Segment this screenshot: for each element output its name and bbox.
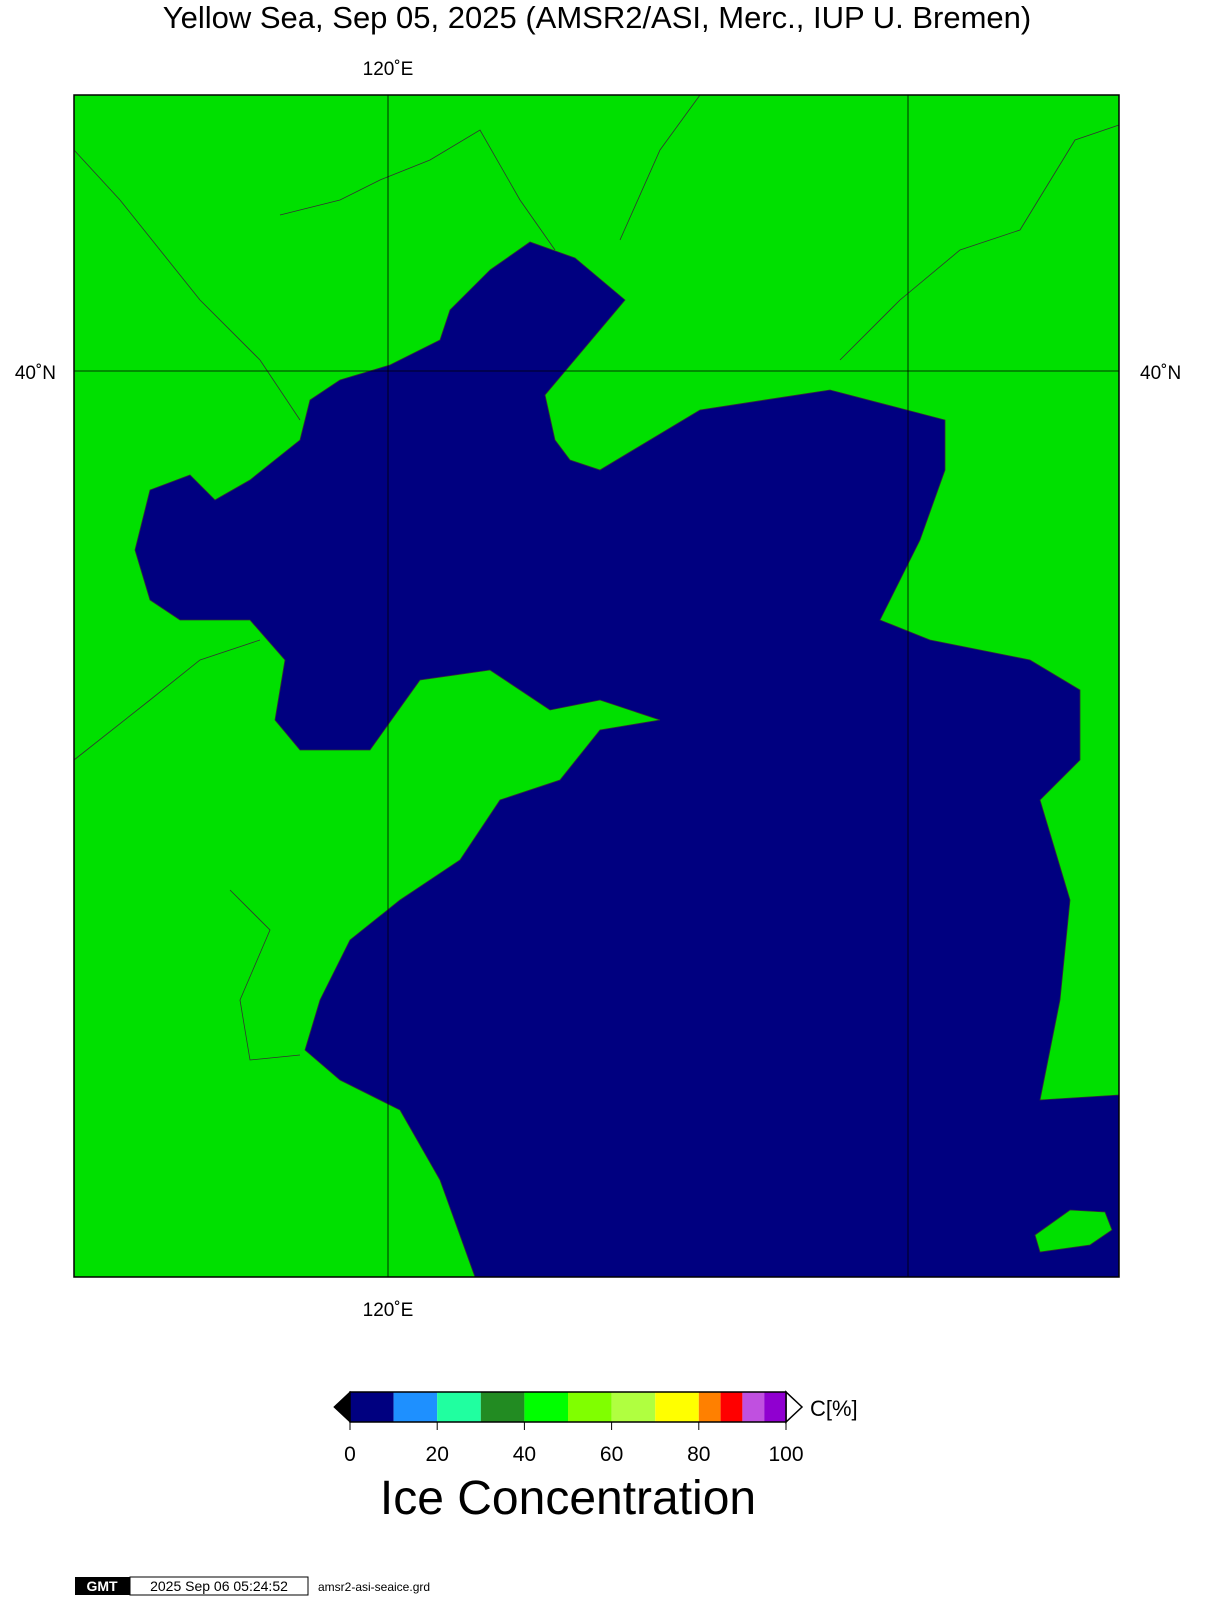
tick-label: 60 bbox=[600, 1443, 623, 1466]
colorbar-label: Ice Concentration bbox=[380, 1472, 756, 1525]
color-bin bbox=[742, 1392, 765, 1422]
color-bin bbox=[524, 1392, 568, 1422]
logo-box bbox=[75, 1577, 130, 1595]
logo: GMT bbox=[86, 1578, 118, 1594]
color-bin bbox=[480, 1392, 525, 1422]
over-triangle bbox=[785, 1390, 804, 1424]
color-bin bbox=[437, 1392, 481, 1422]
footer: GMT 2025 Sep 06 05:24:52 amsr2-asi-seaic… bbox=[75, 1576, 430, 1596]
tick-label: 100 bbox=[768, 1443, 803, 1466]
tick-label: 20 bbox=[426, 1443, 449, 1466]
color-bin bbox=[720, 1392, 743, 1422]
lat-label: 40˚N bbox=[15, 363, 56, 384]
lon-label: 120˚E bbox=[363, 1300, 414, 1321]
lon-label: 120˚E bbox=[363, 59, 414, 80]
colorbar: C[%] Ice Concentration 0 20 40 60 80 100 bbox=[333, 1390, 858, 1525]
color-bin bbox=[568, 1392, 612, 1422]
color-bin bbox=[611, 1392, 656, 1422]
lat-label: 40˚N bbox=[1140, 363, 1181, 384]
under-triangle bbox=[333, 1390, 351, 1424]
sea bbox=[134, 241, 1120, 1278]
timestamp: 2025 Sep 06 05:24:52 bbox=[150, 1578, 288, 1594]
timestamp-box bbox=[129, 1576, 309, 1596]
border bbox=[73, 94, 1120, 1061]
color-bin bbox=[393, 1392, 438, 1422]
island bbox=[1034, 1209, 1113, 1253]
tick-label: 40 bbox=[513, 1443, 536, 1466]
map: 120˚E 120˚E 40˚N 40˚N bbox=[15, 59, 1181, 1321]
colorbar-outline bbox=[349, 1391, 787, 1423]
tick-label: 80 bbox=[687, 1443, 710, 1466]
frame bbox=[73, 94, 1120, 1278]
color-bin bbox=[655, 1392, 699, 1422]
file-name: amsr2-asi-seaice.grd bbox=[318, 1580, 430, 1594]
tick-label: 0 bbox=[344, 1443, 356, 1466]
color-bin bbox=[764, 1392, 786, 1422]
color-bin bbox=[350, 1392, 394, 1422]
colorbar-unit: C[%] bbox=[810, 1396, 858, 1421]
color-bin bbox=[698, 1392, 721, 1422]
title: Yellow Sea, Sep 05, 2025 (AMSR2/ASI, Mer… bbox=[163, 0, 1031, 35]
